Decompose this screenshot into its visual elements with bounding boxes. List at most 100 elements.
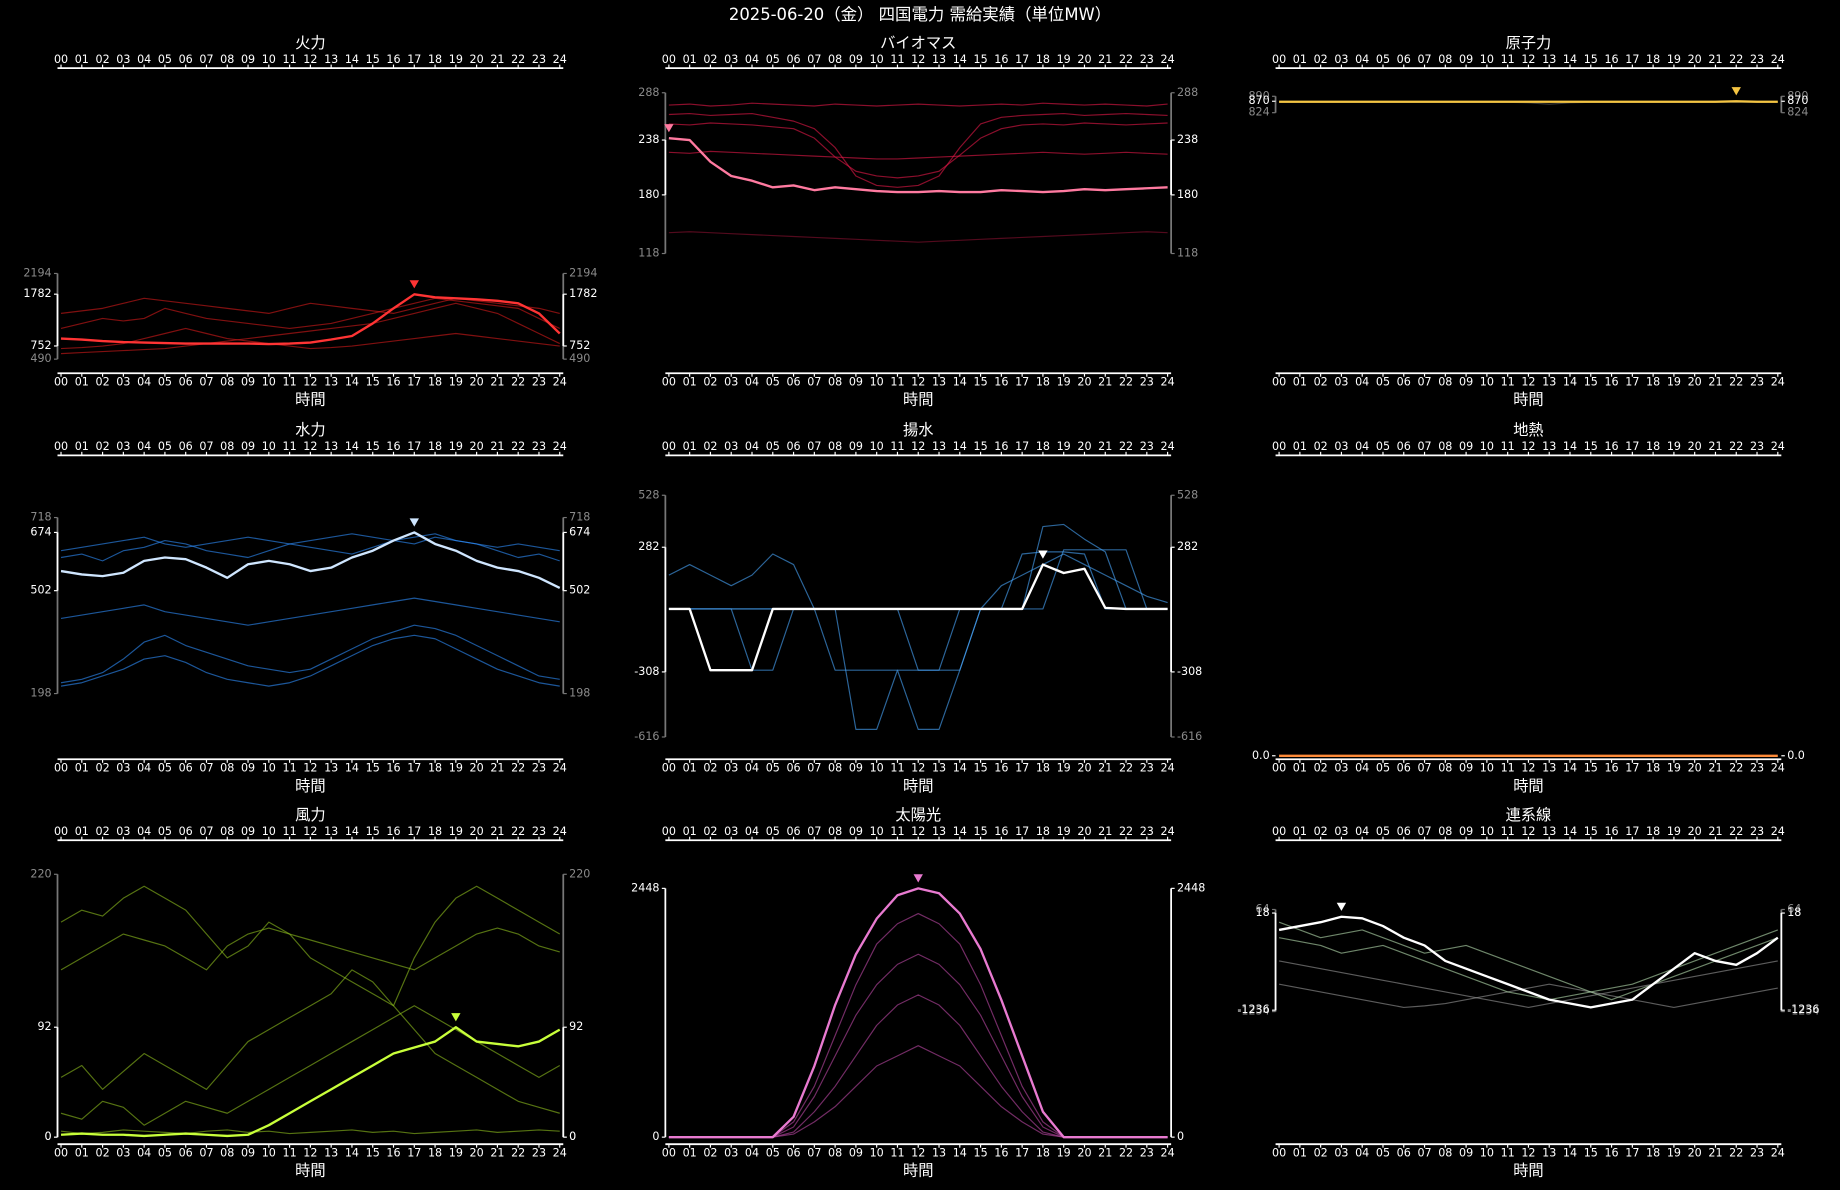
- series-line: [60, 969, 560, 1114]
- series-line: [60, 297, 561, 330]
- y-tick-label: 502: [569, 584, 590, 597]
- x-tick-label: 18: [1646, 825, 1660, 838]
- x-tick-label: 16: [1604, 762, 1618, 775]
- x-tick-label: 20: [470, 762, 484, 775]
- x-tick-label: 01: [683, 1147, 697, 1160]
- x-tick-label: 14: [953, 1147, 967, 1160]
- panel-title: 原子力: [1506, 34, 1552, 52]
- x-tick-label: 06: [179, 440, 193, 453]
- x-tick-label: 22: [1729, 762, 1743, 775]
- x-tick-label: 20: [1077, 440, 1091, 453]
- y-limit-label: 198: [569, 687, 590, 700]
- x-tick-label: 12: [1521, 762, 1535, 775]
- x-tick-label: 08: [220, 1147, 234, 1160]
- x-tick-label: 20: [1077, 825, 1091, 838]
- x-tick-label: 01: [683, 762, 697, 775]
- x-tick-label: 09: [849, 762, 863, 775]
- x-tick-label: 18: [428, 1147, 442, 1160]
- x-tick-label: 19: [1667, 1147, 1681, 1160]
- y-limit-label: 2194: [569, 266, 597, 279]
- x-tick-label: 03: [724, 762, 738, 775]
- x-tick-label: 16: [1604, 440, 1618, 453]
- x-tick-label: 23: [1750, 440, 1764, 453]
- x-tick-label: 07: [807, 762, 821, 775]
- x-tick-label: 19: [1057, 440, 1071, 453]
- page-title: 2025-06-20（金） 四国電力 需給実績（単位MW）: [729, 5, 1111, 24]
- x-tick-label: 10: [870, 1147, 884, 1160]
- x-tick-label: 11: [1501, 762, 1515, 775]
- x-tick-label: 09: [241, 376, 255, 389]
- x-tick-label: 02: [703, 53, 717, 66]
- x-tick-label: 13: [324, 440, 338, 453]
- x-tick-label: 12: [303, 1147, 317, 1160]
- x-tick-label: 08: [828, 1147, 842, 1160]
- x-tick-label: 19: [449, 1147, 463, 1160]
- x-tick-label: 20: [1077, 53, 1091, 66]
- y-limit-label: -616: [634, 730, 659, 743]
- x-tick-label: 23: [1140, 376, 1154, 389]
- x-tick-label: 07: [807, 376, 821, 389]
- x-tick-label: 00: [1272, 825, 1286, 838]
- x-tick-label: 05: [1376, 440, 1390, 453]
- x-tick-label: 14: [953, 53, 967, 66]
- x-tick-label: 23: [532, 440, 546, 453]
- x-tick-label: 10: [262, 440, 276, 453]
- x-tick-label: 19: [1057, 1147, 1071, 1160]
- x-tick-label: 04: [1355, 440, 1369, 453]
- panel-title: 揚水: [903, 421, 933, 439]
- x-tick-label: 18: [428, 825, 442, 838]
- series-line: [668, 102, 1168, 107]
- x-tick-label: 17: [1015, 53, 1029, 66]
- x-tick-label: 03: [1334, 53, 1348, 66]
- x-tick-label: 12: [911, 53, 925, 66]
- x-tick-label: 22: [511, 762, 525, 775]
- x-tick-label: 20: [1077, 1147, 1091, 1160]
- x-tick-label: 09: [849, 825, 863, 838]
- x-tick-label: 09: [1459, 376, 1473, 389]
- x-tick-label: 05: [1376, 825, 1390, 838]
- x-tick-label: 24: [553, 376, 567, 389]
- y-limit-label: -616: [1177, 730, 1202, 743]
- x-tick-label: 03: [116, 1147, 130, 1160]
- x-tick-label: 15: [1584, 1147, 1598, 1160]
- x-tick-label: 19: [1057, 376, 1071, 389]
- panel-title: バイオマス: [880, 34, 956, 52]
- x-tick-label: 13: [324, 376, 338, 389]
- x-tick-label: 10: [262, 53, 276, 66]
- x-tick-label: 11: [283, 376, 297, 389]
- x-tick-label: 12: [911, 440, 925, 453]
- x-tick-label: 17: [407, 825, 421, 838]
- x-tick-label: 20: [1688, 1147, 1702, 1160]
- x-tick-label: 08: [1438, 440, 1452, 453]
- panel-title: 太陽光: [895, 806, 941, 824]
- x-tick-label: 08: [1438, 376, 1452, 389]
- x-tick-label: 02: [96, 440, 110, 453]
- peak-marker: [664, 124, 674, 133]
- x-tick-label: 17: [1015, 1147, 1029, 1160]
- series-line: [1278, 960, 1778, 1008]
- series-line: [60, 1005, 561, 1126]
- x-tick-label: 03: [724, 1147, 738, 1160]
- x-tick-label: 24: [553, 1147, 567, 1160]
- x-tick-label: 09: [1459, 825, 1473, 838]
- series-line: [668, 551, 1168, 671]
- series-line: [60, 1129, 560, 1135]
- x-tick-label: 16: [994, 762, 1008, 775]
- x-tick-label: 15: [974, 825, 988, 838]
- x-tick-label: 10: [1480, 825, 1494, 838]
- x-tick-label: 02: [1314, 825, 1328, 838]
- y-tick-label: 282: [638, 540, 659, 553]
- x-tick-label: 14: [345, 440, 359, 453]
- x-tick-label: 02: [703, 1147, 717, 1160]
- x-tick-label: 03: [724, 376, 738, 389]
- x-tick-label: 24: [553, 53, 567, 66]
- x-tick-label: 01: [75, 1147, 89, 1160]
- x-tick-label: 05: [766, 825, 780, 838]
- x-axis-label: 時間: [295, 777, 326, 795]
- x-tick-label: 19: [449, 762, 463, 775]
- x-tick-label: 18: [1036, 762, 1050, 775]
- x-tick-label: 17: [1625, 762, 1639, 775]
- x-tick-label: 02: [96, 376, 110, 389]
- highlight-line: [1279, 100, 1778, 103]
- x-tick-label: 22: [511, 376, 525, 389]
